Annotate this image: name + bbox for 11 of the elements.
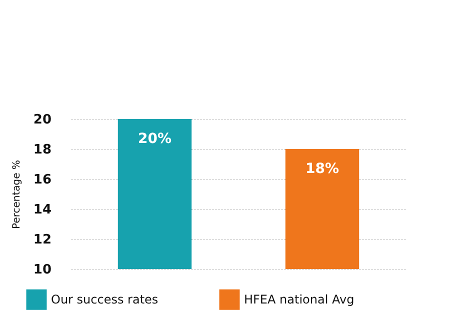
data-label: 20% — [138, 131, 172, 147]
legend-label: Our success rates — [51, 292, 158, 307]
y-tick-label: 18 — [33, 142, 52, 158]
legend-label: HFEA national Avg — [244, 292, 354, 307]
y-tick-label: 10 — [33, 262, 52, 278]
y-tick-label: 16 — [33, 172, 52, 188]
y-axis-title: Percentage % — [11, 160, 22, 229]
y-tick-label: 12 — [33, 232, 52, 248]
y-tick-label: 20 — [33, 112, 52, 128]
y-tick-label: 14 — [33, 202, 52, 218]
data-label: 18% — [305, 161, 340, 177]
